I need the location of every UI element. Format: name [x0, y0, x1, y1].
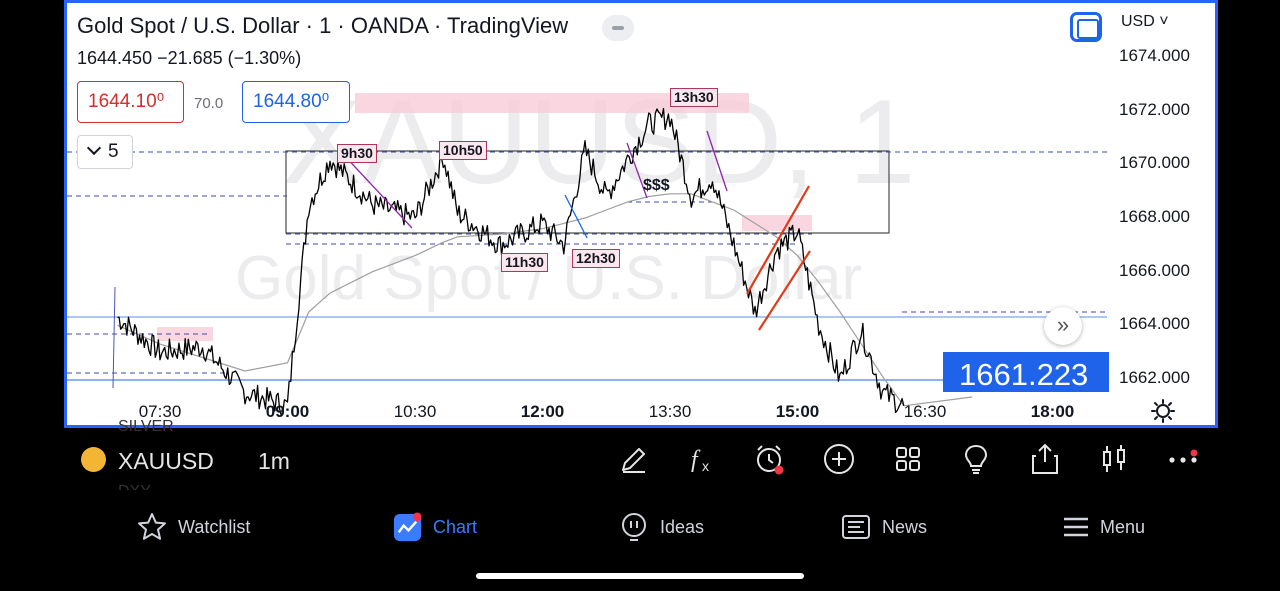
buy-button[interactable]: 1644.80⁰	[242, 81, 350, 123]
fullscreen-icon[interactable]	[1070, 12, 1102, 42]
pencil-icon[interactable]	[617, 442, 651, 476]
time-axis-tick: 15:00	[775, 402, 820, 421]
vertical-marker	[112, 286, 116, 389]
swing-line	[564, 194, 588, 239]
lightbulb-icon[interactable]	[959, 442, 993, 476]
chart-title: Gold Spot / U.S. Dollar · 1 · OANDA · Tr…	[77, 13, 569, 38]
annotation-13h30: 13h30	[670, 88, 718, 107]
nav-watchlist[interactable]: Watchlist	[136, 510, 250, 544]
nav-news[interactable]: News	[840, 510, 927, 544]
share-icon[interactable]	[1028, 442, 1062, 476]
symbol-toolbar: SILVER DXY XAUUSD 1m fx	[64, 418, 1218, 500]
watermark-name: Gold Spot / U.S. Dollar	[235, 244, 863, 313]
timeframe-button[interactable]: 1m	[258, 448, 290, 474]
watchlist-ghost-top: SILVER	[118, 418, 174, 435]
chart-panel[interactable]: XAUUSD, 1 Gold Spot / U.S. Dollar Gold S…	[64, 0, 1218, 428]
time-axis-tick: 07:30	[138, 402, 182, 421]
swing-line	[626, 142, 648, 199]
news-icon	[842, 515, 870, 539]
price-axis-tick: 1668.000	[1119, 207, 1190, 226]
price-axis-tick: 1674.000	[1119, 46, 1190, 65]
last-price-label: 1661.223	[943, 352, 1109, 392]
price-axis-tick: 1672.000	[1119, 99, 1190, 119]
trend-channel-lower	[758, 250, 811, 331]
quote-line: 1644.450 −21.685 (−1.30%)	[77, 48, 302, 68]
nav-chart-label: Chart	[433, 516, 478, 537]
nav-ideas[interactable]: Ideas	[618, 510, 704, 544]
annotation-11h30: 11h30	[501, 253, 548, 272]
svg-text:x: x	[702, 458, 709, 474]
time-axis-tick: 12:00	[520, 402, 565, 421]
nav-news-label: News	[882, 516, 928, 537]
currency-label: USD	[1121, 13, 1155, 30]
price-axis-tick: 1664.000	[1119, 314, 1190, 334]
nav-watchlist-label: Watchlist	[178, 516, 251, 537]
price-axis-tick: 1670.000	[1119, 153, 1190, 173]
nav-ideas-label: Ideas	[660, 516, 705, 537]
star-icon	[138, 513, 166, 540]
moving-average-line	[117, 193, 905, 407]
time-axis-tick: 10:30	[393, 402, 437, 421]
ideas-icon	[622, 513, 646, 541]
home-indicator	[476, 573, 804, 579]
svg-text:f: f	[691, 447, 701, 473]
swing-line	[706, 130, 728, 192]
alarm-icon[interactable]	[753, 442, 787, 476]
indicator-toggle-button[interactable]: 5	[77, 135, 133, 169]
time-axis-tick: 13:30	[648, 402, 692, 421]
sell-button[interactable]: 1644.10⁰	[77, 81, 184, 123]
symbol-button[interactable]: XAUUSD	[118, 448, 214, 474]
nav-menu[interactable]: Menu	[1062, 510, 1145, 544]
price-axis-tick: 1666.000	[1119, 260, 1190, 280]
gold-bars-icon	[81, 447, 106, 472]
settings-icon[interactable]	[1151, 399, 1175, 423]
annotation-10h50: 10h50	[439, 141, 487, 160]
time-axis-tick: 09:00	[265, 402, 310, 421]
annotation-9h30: 9h30	[337, 144, 377, 163]
annotation-liquidity: $$$	[643, 177, 670, 194]
bottom-navigation: Watchlist Chart Ideas News Menu	[0, 490, 1280, 591]
chevron-down-icon	[86, 140, 102, 156]
grid-icon[interactable]	[891, 442, 925, 476]
collapse-legend-button[interactable]	[602, 15, 634, 41]
nav-chart[interactable]: Chart	[392, 510, 477, 544]
supply-zone-small	[742, 215, 812, 231]
moving-average-tail	[903, 396, 973, 407]
candles-icon[interactable]	[1097, 442, 1131, 476]
add-icon[interactable]	[822, 442, 856, 476]
scroll-to-realtime-button[interactable]: »	[1044, 307, 1082, 345]
time-axis-tick: 16:30	[903, 402, 947, 421]
indicator-count: 5	[108, 141, 119, 162]
more-icon[interactable]	[1166, 442, 1200, 476]
price-chart[interactable]	[67, 3, 1215, 428]
hamburger-icon	[1064, 517, 1088, 537]
price-series	[117, 107, 905, 416]
trend-channel-upper	[746, 185, 810, 295]
nav-menu-label: Menu	[1100, 516, 1146, 537]
annotation-12h30: 12h30	[572, 249, 620, 268]
currency-select[interactable]: USD ˅	[1121, 13, 1169, 30]
price-axis-tick: 1662.000	[1119, 368, 1190, 387]
supply-zone	[355, 93, 749, 113]
swing-line	[341, 152, 413, 229]
chart-icon	[393, 511, 422, 541]
time-axis-tick: 18:00	[1030, 402, 1075, 421]
spread-value: 70.0	[194, 95, 224, 112]
